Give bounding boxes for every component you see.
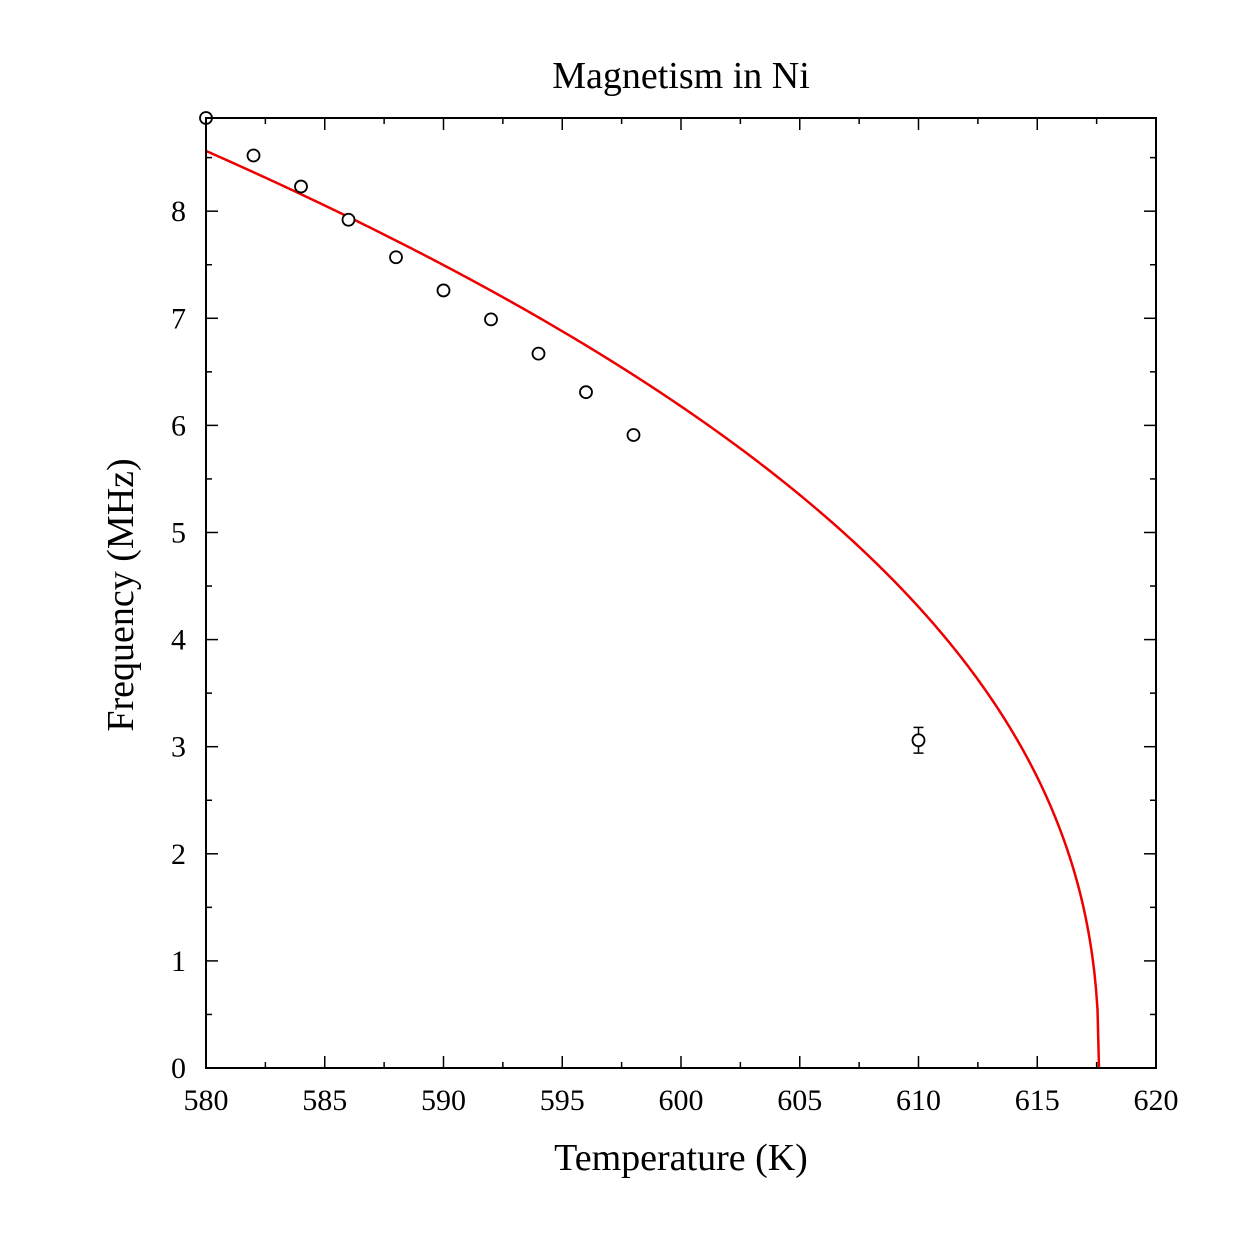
y-tick-label: 7 <box>171 302 186 335</box>
y-tick-label: 5 <box>171 516 186 549</box>
data-point <box>531 346 546 361</box>
y-tick-label: 8 <box>171 195 186 228</box>
x-tick-label: 605 <box>777 1084 822 1117</box>
chart-title: Magnetism in Ni <box>552 55 810 97</box>
plot-series <box>199 111 1101 1069</box>
data-point <box>389 250 403 265</box>
y-tick-label: 3 <box>171 731 186 764</box>
x-tick-label: 580 <box>184 1084 229 1117</box>
x-tick-label: 615 <box>1015 1084 1060 1117</box>
y-tick-label: 6 <box>171 409 186 442</box>
x-tick-label: 610 <box>896 1084 941 1117</box>
y-tick-label: 1 <box>171 945 186 978</box>
axis-ticks <box>205 118 1157 1069</box>
y-tick-label: 2 <box>171 838 186 871</box>
x-tick-label: 585 <box>302 1084 347 1117</box>
data-point <box>246 148 261 163</box>
y-tick-label: 4 <box>171 624 186 657</box>
y-axis-label: Frequency (MHz) <box>100 458 142 731</box>
data-point <box>436 283 451 298</box>
data-point <box>911 733 926 748</box>
data-point <box>294 179 308 194</box>
data-point <box>341 212 356 227</box>
tick-labels: 580 585 590 595 600 605 610 615 620 0 1 2 3 4 5 6 7 8 <box>171 195 1179 1117</box>
fit-curve <box>205 149 1101 1069</box>
x-tick-label: 600 <box>659 1084 704 1117</box>
x-axis-label: Temperature (K) <box>554 1137 808 1179</box>
data-point <box>579 385 593 400</box>
y-tick-label: 0 <box>171 1052 186 1085</box>
x-tick-label: 620 <box>1134 1084 1179 1117</box>
data-point <box>484 312 498 327</box>
x-tick-label: 590 <box>421 1084 466 1117</box>
plot-frame <box>205 117 1157 1069</box>
x-tick-label: 595 <box>540 1084 585 1117</box>
data-point <box>626 428 641 442</box>
